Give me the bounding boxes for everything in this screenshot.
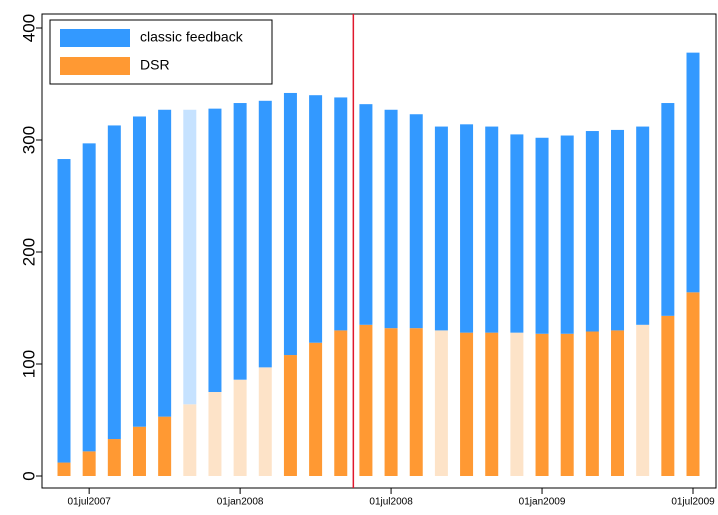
bar-segment (585, 331, 599, 476)
bar-segment (132, 426, 146, 476)
bar-segment (434, 126, 448, 331)
legend-label: DSR (140, 57, 170, 73)
bar-segment (57, 462, 71, 476)
bar-segment (510, 332, 524, 476)
bar-segment (283, 92, 297, 356)
x-tick-label: 01jan2009 (519, 497, 566, 508)
bar-segment (158, 416, 172, 476)
bar-segment (57, 159, 71, 463)
bar-segment (359, 324, 373, 476)
y-tick-label: 100 (19, 350, 38, 378)
x-tick-label: 01jan2008 (217, 497, 264, 508)
bar-segment (233, 379, 247, 476)
bar-segment (636, 324, 650, 476)
bar-segment (183, 109, 197, 405)
bar-segment (585, 131, 599, 332)
bar-segment (409, 328, 423, 476)
bar-segment (560, 135, 574, 334)
bar-segment (535, 333, 549, 476)
bar-segment (283, 355, 297, 476)
bar-segment (485, 126, 499, 333)
bar-segment (208, 108, 222, 392)
legend-swatch (60, 29, 130, 47)
bar-segment (258, 367, 272, 476)
bar-segment (434, 330, 448, 476)
bar-segment (208, 392, 222, 476)
x-tick-label: 01jul2009 (671, 497, 715, 508)
bar-segment (636, 126, 650, 325)
plot-frame (41, 13, 717, 489)
bar-segment (409, 114, 423, 329)
bar-segment (611, 129, 625, 331)
y-tick-label: 0 (19, 471, 38, 480)
bar-segment (384, 109, 398, 329)
bar-segment (334, 97, 348, 331)
y-tick-label: 400 (19, 14, 38, 42)
bar-segment (661, 315, 675, 476)
bar-segment (460, 332, 474, 476)
x-tick-label: 01jul2008 (369, 497, 413, 508)
bar-segment (82, 143, 96, 452)
bar-segment (309, 342, 323, 476)
bar-segment (611, 330, 625, 476)
bar-segment (107, 125, 121, 440)
bar-segment (485, 332, 499, 476)
bar-segment (384, 328, 398, 476)
legend-swatch (60, 57, 130, 75)
bar-segment (535, 137, 549, 334)
legend-label: classic feedback (140, 29, 244, 45)
y-tick-label: 300 (19, 126, 38, 154)
bar-segment (107, 439, 121, 476)
bar-segment (309, 95, 323, 343)
bar-segment (233, 103, 247, 380)
bar-segment (359, 104, 373, 325)
bar-segment (560, 333, 574, 476)
bar-segment (132, 116, 146, 427)
bar-segment (82, 451, 96, 476)
bar-segment (686, 292, 700, 476)
bar-segment (661, 103, 675, 316)
bar-segment (258, 100, 272, 368)
bar-segment (334, 330, 348, 476)
bar-segment (158, 109, 172, 417)
bar-segment (510, 134, 524, 333)
bar-segment (686, 52, 700, 293)
bar-segment (183, 404, 197, 476)
y-tick-label: 200 (19, 238, 38, 266)
x-tick-label: 01jul2007 (67, 497, 111, 508)
bar-segment (460, 124, 474, 333)
